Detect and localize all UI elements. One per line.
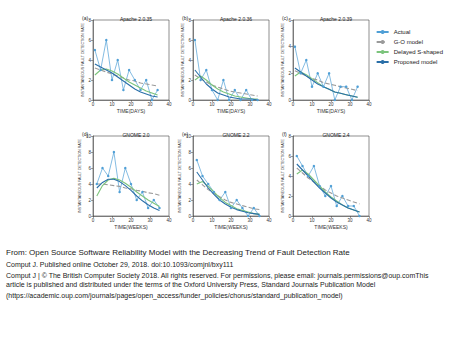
svg-text:Apache 2.0.39: Apache 2.0.39 <box>320 16 352 22</box>
svg-text:20: 20 <box>128 218 134 223</box>
svg-text:Delayed S-shaped: Delayed S-shaped <box>394 49 443 55</box>
svg-text:2: 2 <box>188 78 191 83</box>
svg-text:(c): (c) <box>282 15 288 21</box>
svg-text:GNOME 2.2: GNOME 2.2 <box>222 132 249 138</box>
svg-text:0: 0 <box>192 102 195 107</box>
svg-text:30: 30 <box>147 102 153 107</box>
svg-text:TIME(DAYS): TIME(DAYS) <box>317 108 346 114</box>
svg-text:40: 40 <box>366 218 372 223</box>
svg-text:6: 6 <box>188 166 191 171</box>
svg-text:20: 20 <box>228 218 234 223</box>
svg-text:4: 4 <box>288 44 291 49</box>
svg-text:10: 10 <box>209 218 215 223</box>
svg-text:0: 0 <box>188 97 191 103</box>
svg-text:20: 20 <box>328 102 334 107</box>
svg-text:G-O model: G-O model <box>394 39 423 45</box>
svg-text:INSTANTANEOUS FAULT DETECTION: INSTANTANEOUS FAULT DETECTION RATE <box>78 138 82 213</box>
svg-text:INSTANTANEOUS FAULT DETECTION: INSTANTANEOUS FAULT DETECTION RATE <box>81 22 85 97</box>
svg-text:30: 30 <box>247 102 253 107</box>
svg-text:6: 6 <box>288 154 291 159</box>
svg-text:4: 4 <box>88 182 91 187</box>
html-text:(https://academic.oup.com/jour: (https://academic.oup.com/journals/pages… <box>6 292 343 299</box>
svg-text:0: 0 <box>292 218 295 223</box>
svg-text:TIME(DAYS): TIME(DAYS) <box>217 108 246 114</box>
svg-text:0: 0 <box>188 213 191 219</box>
svg-text:8: 8 <box>188 150 191 155</box>
svg-text:10: 10 <box>86 133 91 139</box>
svg-text:40: 40 <box>366 102 372 107</box>
svg-text:(b): (b) <box>182 15 188 21</box>
svg-text:INSTANTANEOUS FAULT DETECTION: INSTANTANEOUS FAULT DETECTION RATE <box>281 138 285 213</box>
svg-text:10: 10 <box>309 218 315 223</box>
svg-text:8: 8 <box>288 134 291 139</box>
svg-text:10: 10 <box>109 102 115 107</box>
svg-text:(e): (e) <box>182 131 188 137</box>
svg-text:4: 4 <box>288 174 291 179</box>
svg-text:0: 0 <box>88 213 91 219</box>
svg-text:INSTANTANEOUS FAULT DETECTION: INSTANTANEOUS FAULT DETECTION RATE <box>178 138 182 213</box>
svg-text:2: 2 <box>288 194 291 199</box>
svg-text:40: 40 <box>166 102 172 107</box>
html-text:Comput J | © The British Compu: Comput J | © The British Computer Societ… <box>6 272 429 288</box>
html-text:From: Open Source Software Rel: From: Open Source Software Reliability M… <box>6 248 350 257</box>
svg-text:TIME(DAYS): TIME(DAYS) <box>117 108 146 114</box>
svg-text:6: 6 <box>188 38 191 43</box>
svg-text:0: 0 <box>292 102 295 107</box>
svg-text:40: 40 <box>266 218 272 223</box>
svg-text:GNOME 2.0: GNOME 2.0 <box>122 132 149 138</box>
svg-text:INSTANTANEOUS FAULT DETECTION: INSTANTANEOUS FAULT DETECTION RATE <box>181 22 185 97</box>
svg-text:4: 4 <box>88 58 91 63</box>
svg-text:2: 2 <box>288 71 291 76</box>
svg-text:TIME(WEEKS): TIME(WEEKS) <box>114 224 148 230</box>
svg-text:10: 10 <box>109 218 115 223</box>
svg-text:20: 20 <box>228 102 234 107</box>
svg-text:40: 40 <box>166 218 172 223</box>
svg-text:10: 10 <box>186 133 191 139</box>
svg-text:30: 30 <box>347 218 353 223</box>
svg-text:2: 2 <box>188 198 191 203</box>
svg-text:20: 20 <box>328 218 334 223</box>
svg-text:0: 0 <box>92 102 95 107</box>
svg-text:6: 6 <box>288 18 291 23</box>
svg-text:(a): (a) <box>82 15 88 21</box>
svg-text:0: 0 <box>92 218 95 223</box>
svg-text:6: 6 <box>88 38 91 43</box>
svg-text:INSTANTANEOUS FAULT DETECTION: INSTANTANEOUS FAULT DETECTION RATE <box>281 22 285 97</box>
svg-text:30: 30 <box>247 218 253 223</box>
svg-text:Apache 2.0.36: Apache 2.0.36 <box>220 16 252 22</box>
svg-text:TIME(WEEKS): TIME(WEEKS) <box>214 224 248 230</box>
svg-text:6: 6 <box>88 166 91 171</box>
html-text:Comput J. Published online Oct: Comput J. Published online October 29, 2… <box>6 261 234 268</box>
svg-text:10: 10 <box>309 102 315 107</box>
svg-text:0: 0 <box>88 97 91 103</box>
svg-text:30: 30 <box>347 102 353 107</box>
svg-text:(f): (f) <box>282 131 287 137</box>
svg-text:0: 0 <box>288 97 291 103</box>
svg-text:Proposed model: Proposed model <box>394 59 438 65</box>
svg-text:0: 0 <box>192 218 195 223</box>
svg-text:Actual: Actual <box>394 29 411 35</box>
svg-text:4: 4 <box>188 182 191 187</box>
svg-text:30: 30 <box>147 218 153 223</box>
svg-text:8: 8 <box>88 150 91 155</box>
svg-text:2: 2 <box>88 78 91 83</box>
svg-text:40: 40 <box>266 102 272 107</box>
svg-text:8: 8 <box>188 18 191 23</box>
svg-text:10: 10 <box>209 102 215 107</box>
svg-text:TIME(WEEKS): TIME(WEEKS) <box>314 224 348 230</box>
svg-text:GNOME 2.4: GNOME 2.4 <box>322 132 349 138</box>
svg-text:2: 2 <box>88 198 91 203</box>
svg-text:20: 20 <box>128 102 134 107</box>
svg-text:4: 4 <box>188 58 191 63</box>
svg-text:(d): (d) <box>82 131 88 137</box>
svg-text:0: 0 <box>288 213 291 219</box>
svg-text:Apache 2.0.35: Apache 2.0.35 <box>120 16 152 22</box>
svg-text:8: 8 <box>88 18 91 23</box>
